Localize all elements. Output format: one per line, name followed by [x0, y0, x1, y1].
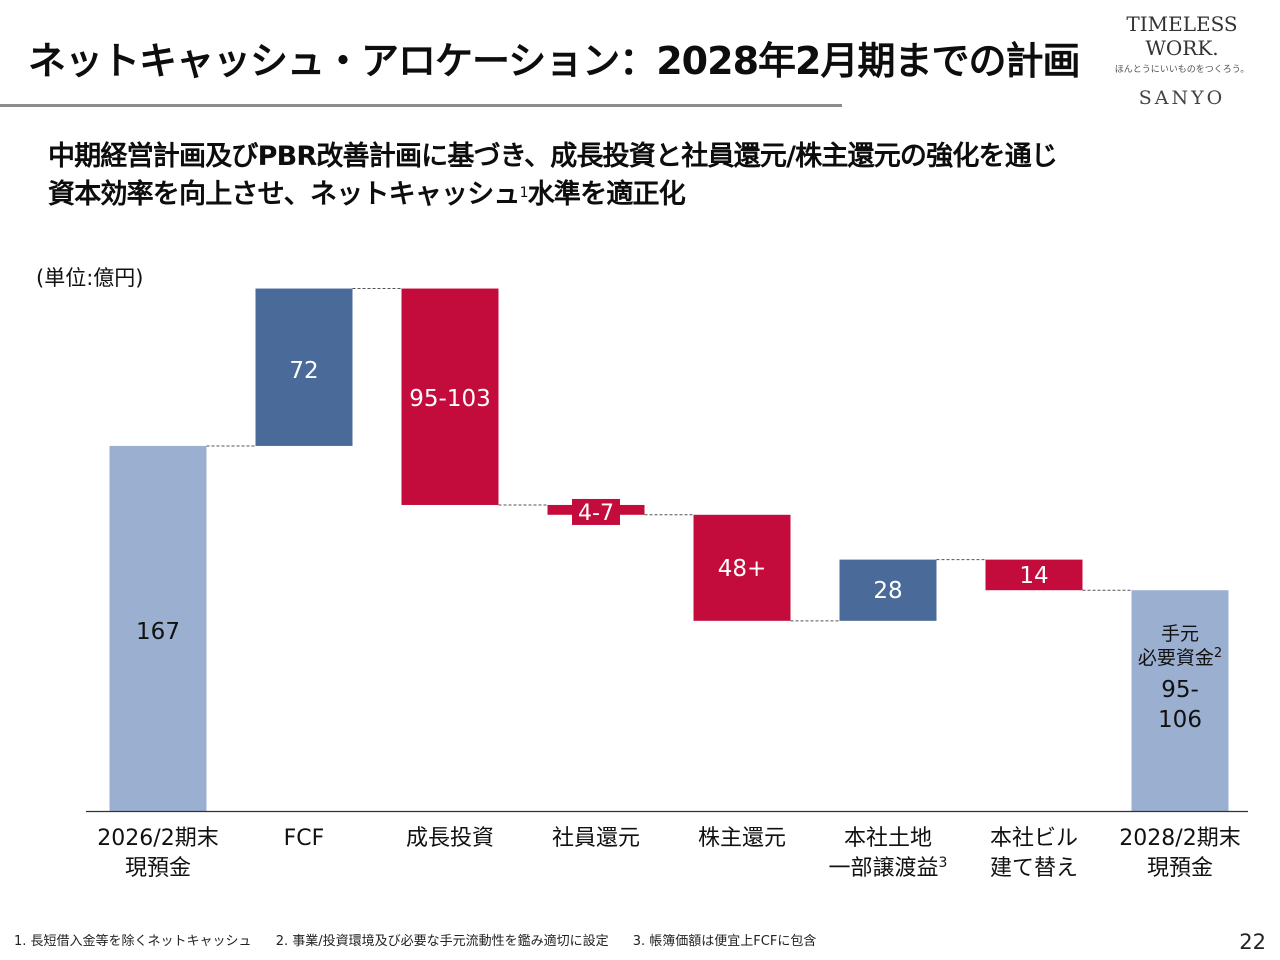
bar-value-label: 4-7 — [578, 501, 614, 526]
footnote-ref-1: 1 — [519, 185, 529, 201]
bar-value-label: 48+ — [718, 556, 767, 582]
company-logo: TIMELESS WORK. ほんとうにいいものをつくろう。 SANYO — [1092, 12, 1272, 109]
footnote-3: 3. 帳簿価額は便宜上FCFに包含 — [632, 934, 817, 949]
category-label-line-2: 建て替え — [990, 856, 1078, 881]
page-title: ネットキャッシュ・アロケーション：2028年2月期までの計画 — [28, 39, 1080, 83]
bar-note-line-2: 必要資金2 — [1138, 646, 1222, 669]
page-number: 22 — [1239, 930, 1266, 954]
subtitle: 中期経営計画及びPBR改善計画に基づき、成長投資と社員還元/株主還元の強化を通じ… — [48, 138, 1058, 214]
logo-tagline: ほんとうにいいものをつくろう。 — [1114, 65, 1250, 75]
footnote-ref-3: 3 — [939, 855, 948, 871]
category-label-line-1: 成長投資 — [406, 826, 494, 851]
bar-7 — [1131, 590, 1229, 811]
category-label-line-2: 現預金 — [125, 856, 191, 881]
bar-value-label: 95-103 — [409, 386, 490, 412]
category-label-line-1: 本社ビル — [990, 826, 1078, 851]
footnote-2: 2. 事業/投資環境及び必要な手元流動性を鑑み適切に設定 — [275, 934, 609, 949]
bar-6 — [985, 559, 1083, 591]
bar-4 — [693, 514, 791, 621]
title-divider — [0, 104, 842, 107]
bar-value-label: 28 — [873, 578, 902, 604]
category-label-line-1: 2028/2期末 — [1119, 826, 1240, 851]
category-label-line-1: 株主還元 — [698, 826, 786, 851]
footnote-ref-2: 2 — [1214, 646, 1222, 661]
bar-1 — [255, 288, 353, 446]
bar-label-box — [572, 498, 620, 525]
subtitle-line-1: 中期経営計画及びPBR改善計画に基づき、成長投資と社員還元/株主還元の強化を通じ — [48, 141, 1058, 172]
logo-brand: SANYO — [1138, 87, 1226, 109]
footnote-1: 1. 長短借入金等を除くネットキャッシュ — [14, 934, 252, 949]
category-label-line-1: 社員還元 — [552, 826, 640, 851]
bar-0 — [109, 445, 207, 811]
footnotes: 1. 長短借入金等を除くネットキャッシュ 2. 事業/投資環境及び必要な手元流動… — [14, 930, 836, 949]
subtitle-line-2-post: 水準を適正化 — [527, 179, 686, 210]
bar-value-label: 14 — [1019, 563, 1048, 589]
logo-main-text: TIMELESS WORK. — [1126, 12, 1238, 60]
bar-value-label-line-2: 106 — [1158, 707, 1202, 733]
category-label-line-1: FCF — [284, 826, 325, 851]
bar-value-label-line-1: 95- — [1161, 677, 1199, 703]
unit-label: (単位:億円) — [36, 266, 144, 290]
bar-5 — [839, 559, 937, 621]
bar-value-label: 72 — [289, 358, 318, 384]
category-label-line-2: 一部譲渡益3 — [829, 855, 948, 881]
subtitle-line-2-pre: 資本効率を向上させ、ネットキャッシュ — [48, 179, 520, 210]
bar-value-label: 167 — [136, 619, 180, 645]
subtitle-line-2: 資本効率を向上させ、ネットキャッシュ1水準を適正化 — [48, 176, 1057, 214]
category-label-line-1: 2026/2期末 — [97, 826, 218, 851]
bar-2 — [401, 288, 499, 505]
bar-note-line-1: 手元 — [1161, 623, 1199, 645]
category-label-line-2: 現預金 — [1147, 856, 1213, 881]
category-label-line-1: 本社土地 — [844, 826, 932, 851]
